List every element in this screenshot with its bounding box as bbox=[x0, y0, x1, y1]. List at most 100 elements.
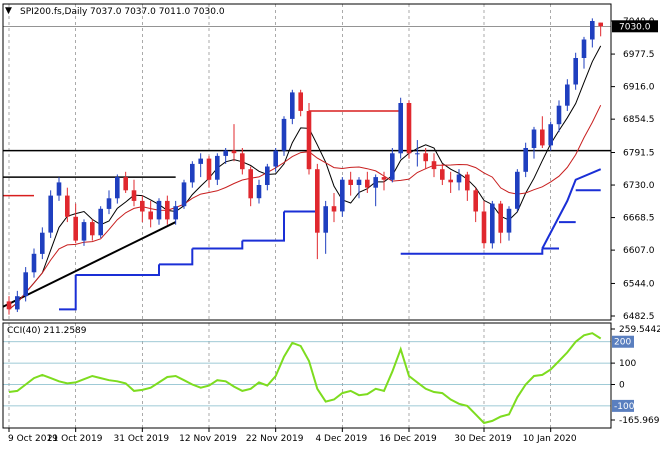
candle-body-8 bbox=[73, 216, 78, 241]
price-tick-label-8: 6977.5 bbox=[623, 50, 655, 60]
chart-collapse-icon[interactable]: ▼ bbox=[5, 6, 12, 16]
candle-body-9 bbox=[81, 222, 87, 241]
candle-body-4 bbox=[40, 232, 45, 254]
cci-tick-label-0: 259.5442 bbox=[619, 325, 660, 335]
x-tick-label-5: 4 Dec 2019 bbox=[315, 434, 367, 444]
candle-body-41 bbox=[348, 179, 353, 185]
cci-tick-label-1: 200 bbox=[614, 338, 631, 348]
candle-body-10 bbox=[90, 222, 95, 236]
candle-body-54 bbox=[456, 174, 462, 183]
price-tick-label-6: 6854.5 bbox=[623, 115, 655, 125]
candle-body-60 bbox=[506, 208, 512, 233]
candle-body-15 bbox=[131, 190, 137, 201]
price-tick-label-5: 6791.5 bbox=[623, 148, 655, 158]
chart-header-symbol: SPI200.fs,Daily bbox=[20, 7, 88, 17]
candle-body-33 bbox=[281, 118, 287, 151]
candle-body-5 bbox=[48, 195, 53, 233]
candle-body-48 bbox=[406, 103, 412, 154]
candle-body-25 bbox=[215, 155, 220, 180]
cci-tick-label-2: 100 bbox=[619, 359, 636, 369]
supertrend-support-line bbox=[59, 189, 601, 311]
candle-body-70 bbox=[590, 21, 595, 40]
candle-body-38 bbox=[323, 206, 328, 233]
candle-body-29 bbox=[248, 169, 253, 199]
candle-body-6 bbox=[56, 182, 62, 196]
candle-body-12 bbox=[106, 198, 112, 209]
candle-body-57 bbox=[481, 211, 487, 244]
candle-body-17 bbox=[148, 211, 153, 220]
price-tick-label-7: 6916.0 bbox=[623, 83, 655, 93]
candle-body-42 bbox=[356, 179, 362, 185]
candle-body-34 bbox=[290, 92, 295, 119]
ascending-trendline bbox=[2, 221, 177, 308]
candle-body-43 bbox=[365, 179, 370, 188]
candle-body-59 bbox=[498, 203, 503, 233]
candle-body-21 bbox=[181, 182, 187, 207]
candle-body-66 bbox=[556, 105, 562, 125]
cci-axis: 259.5442 200 100 0 -100 -165.969 bbox=[611, 325, 660, 426]
candle-body-3 bbox=[31, 253, 37, 273]
candle-body-62 bbox=[523, 148, 528, 172]
candle-body-31 bbox=[265, 166, 270, 185]
candle-body-14 bbox=[123, 177, 128, 191]
chart-header-ohlc: 7037.0 7037.0 7011.0 7030.0 bbox=[90, 7, 225, 17]
x-tick-label-2: 31 Oct 2019 bbox=[114, 434, 170, 444]
candle-body-2 bbox=[23, 272, 28, 297]
candle-body-50 bbox=[423, 153, 428, 162]
candle-body-47 bbox=[398, 103, 403, 154]
candle-body-0 bbox=[6, 301, 12, 310]
candle-body-37 bbox=[315, 169, 320, 233]
cci-lines bbox=[8, 332, 602, 425]
last-price-tag-label: 7030.0 bbox=[619, 22, 651, 32]
candle-body-19 bbox=[165, 200, 170, 220]
candle-body-28 bbox=[240, 153, 245, 170]
x-tick-label-8: 10 Jan 2020 bbox=[523, 434, 577, 444]
candles bbox=[6, 18, 603, 315]
candle-body-63 bbox=[531, 129, 537, 148]
cci-level-tag-4 bbox=[612, 399, 634, 412]
candle-body-53 bbox=[448, 179, 453, 183]
x-tick-label-4: 22 Nov 2019 bbox=[246, 434, 304, 444]
price-tick-label-3: 6668.5 bbox=[623, 214, 655, 224]
candle-body-71 bbox=[598, 22, 603, 27]
last-price-tag bbox=[612, 20, 658, 33]
candle-body-11 bbox=[98, 208, 103, 236]
candle-body-67 bbox=[565, 84, 570, 106]
candle-body-55 bbox=[465, 174, 470, 191]
cci-tick-label-3: 0 bbox=[619, 381, 625, 391]
candle-body-45 bbox=[381, 177, 387, 180]
price-axis: 6482.5 6544.0 6607.0 6668.5 6730.0 6791.5 6854… bbox=[611, 17, 658, 322]
candle-body-40 bbox=[340, 179, 345, 212]
candle-body-30 bbox=[256, 185, 262, 199]
x-tick-label-0: 9 Oct 2019 bbox=[8, 434, 58, 444]
price-tick-label-4: 6730.0 bbox=[623, 181, 655, 191]
candle-body-49 bbox=[415, 153, 420, 155]
candle-body-44 bbox=[373, 177, 378, 188]
candle-body-32 bbox=[273, 150, 278, 167]
candle-body-13 bbox=[115, 177, 120, 199]
cci-tick-label-4: -100 bbox=[614, 402, 635, 412]
candle-body-61 bbox=[515, 171, 520, 209]
cci-title: CCI(40) 211.2589 bbox=[7, 326, 87, 336]
candle-body-36 bbox=[306, 111, 312, 170]
main-panel-border bbox=[2, 3, 612, 321]
candle-body-35 bbox=[298, 92, 303, 111]
x-tick-label-7: 30 Dec 2019 bbox=[454, 434, 512, 444]
candle-body-69 bbox=[581, 39, 587, 58]
slow-moving-average-line bbox=[8, 104, 602, 310]
cci-grid bbox=[3, 323, 611, 428]
price-tick-label-0: 6482.5 bbox=[623, 312, 655, 322]
candle-body-1 bbox=[15, 296, 20, 310]
candle-body-39 bbox=[331, 206, 337, 212]
candle-body-26 bbox=[223, 150, 228, 156]
cci-line bbox=[8, 332, 602, 425]
price-tick-label-2: 6607.0 bbox=[623, 246, 655, 256]
candle-body-51 bbox=[431, 161, 437, 170]
candle-body-64 bbox=[540, 129, 545, 146]
candle-body-22 bbox=[190, 163, 195, 183]
x-tick-label-1: 21 Oct 2019 bbox=[47, 434, 103, 444]
price-tick-label-1: 6544.0 bbox=[623, 279, 655, 289]
